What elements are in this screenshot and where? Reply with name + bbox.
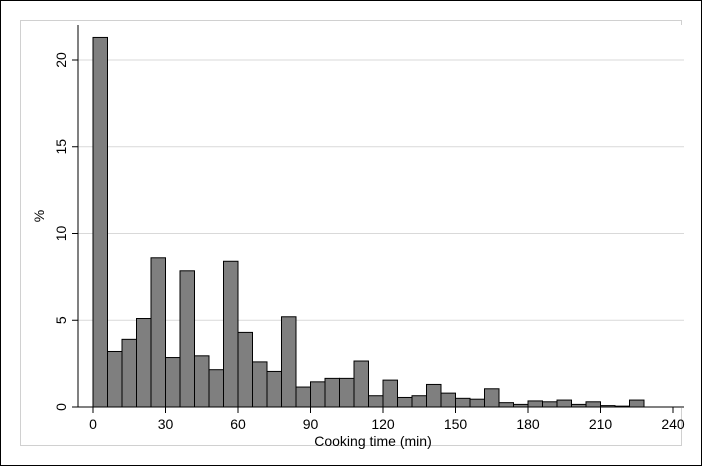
bar-16 bbox=[324, 377, 340, 408]
axes: 0 5 10 15 20 0 30 60 90 120 150 180 210 240 bbox=[53, 25, 685, 432]
bar-27 bbox=[484, 388, 500, 408]
bar-26 bbox=[469, 398, 485, 408]
bar-22 bbox=[411, 395, 427, 408]
bar-1 bbox=[107, 350, 123, 408]
x-tick-label-210: 210 bbox=[589, 416, 613, 432]
bar-21 bbox=[397, 396, 413, 408]
bar-11 bbox=[252, 361, 268, 408]
bar-0 bbox=[92, 36, 108, 408]
x-tick-label-0: 0 bbox=[89, 416, 97, 432]
bar-37 bbox=[629, 399, 645, 408]
y-tick-label-20: 20 bbox=[53, 52, 69, 68]
bar-31 bbox=[542, 401, 558, 408]
y-tick-label-0: 0 bbox=[53, 403, 69, 411]
bar-5 bbox=[165, 357, 181, 408]
y-tick-label-15: 15 bbox=[53, 139, 69, 155]
bar-6 bbox=[179, 270, 195, 408]
y-axis-title: % bbox=[31, 210, 47, 222]
bar-14 bbox=[295, 386, 311, 408]
x-tick-label-180: 180 bbox=[516, 416, 540, 432]
bar-17 bbox=[339, 377, 355, 408]
y-tick-label-10: 10 bbox=[53, 226, 69, 242]
bar-32 bbox=[556, 399, 572, 408]
x-tick-label-90: 90 bbox=[303, 416, 319, 432]
x-tick-label-60: 60 bbox=[230, 416, 246, 432]
bar-7 bbox=[194, 355, 210, 408]
bar-4 bbox=[150, 257, 166, 408]
bar-10 bbox=[237, 331, 253, 408]
bar-20 bbox=[382, 379, 398, 408]
y-tick-label-5: 5 bbox=[53, 316, 69, 324]
bar-25 bbox=[455, 397, 471, 408]
bar-34 bbox=[585, 401, 601, 408]
bar-9 bbox=[223, 260, 239, 408]
x-tick-label-30: 30 bbox=[158, 416, 174, 432]
bar-28 bbox=[498, 402, 514, 408]
bar-15 bbox=[310, 381, 326, 408]
bar-18 bbox=[353, 360, 369, 408]
x-tick-label-150: 150 bbox=[444, 416, 468, 432]
x-axis-title: Cooking time (min) bbox=[314, 433, 431, 449]
bar-24 bbox=[440, 392, 456, 408]
bar-19 bbox=[368, 395, 384, 408]
bars bbox=[92, 36, 645, 408]
bar-3 bbox=[136, 318, 152, 408]
bar-12 bbox=[266, 370, 282, 408]
bar-30 bbox=[527, 400, 543, 408]
bar-8 bbox=[208, 369, 224, 408]
gridlines bbox=[78, 59, 684, 321]
plot-area bbox=[77, 25, 684, 408]
x-tick-label-240: 240 bbox=[661, 416, 685, 432]
x-tick-label-120: 120 bbox=[371, 416, 395, 432]
bar-13 bbox=[281, 316, 297, 408]
bar-2 bbox=[121, 338, 137, 408]
bar-23 bbox=[426, 383, 442, 408]
